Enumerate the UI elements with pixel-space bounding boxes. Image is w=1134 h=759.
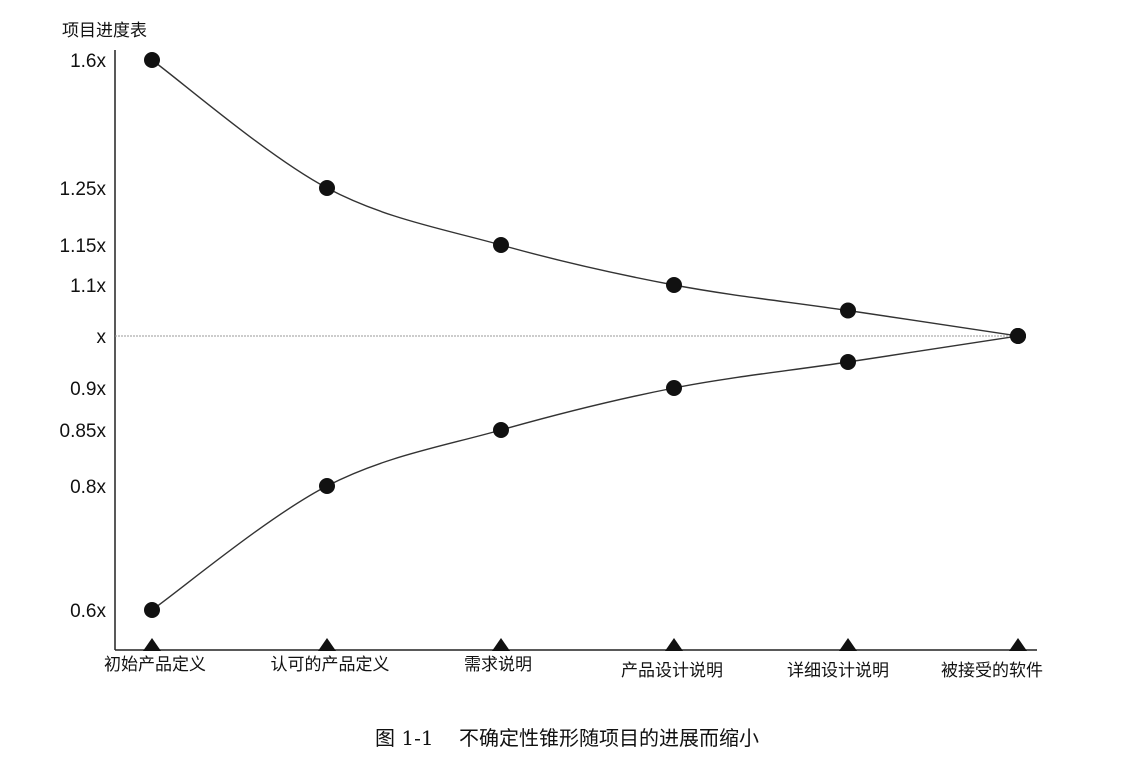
x-category-label: 产品设计说明 [621, 661, 723, 681]
data-point [1010, 328, 1026, 344]
y-tick-label: 0.8x [70, 477, 106, 498]
x-category-label: 初始产品定义 [104, 655, 206, 675]
figure-caption: 图 1-1 不确定性锥形随项目的进展而缩小 [375, 726, 759, 750]
data-point [840, 302, 856, 319]
data-point [319, 180, 335, 196]
x-category-label: 被接受的软件 [941, 661, 1043, 681]
x-category-group: 初始产品定义 认可的产品定义 需求说明 产品设计说明 详细设计说明 被接受的软件 [104, 638, 1043, 681]
milestone-marker [665, 638, 683, 651]
x-category-label: 详细设计说明 [787, 661, 889, 681]
y-tick-label: 1.15x [60, 236, 107, 257]
y-axis-title: 项目进度表 [62, 21, 147, 41]
x-category-label: 需求说明 [464, 655, 532, 675]
y-tick-label: 1.1x [70, 276, 106, 297]
y-tick-labels: 1.6x 1.25x 1.15x 1.1x x 0.9x 0.85x 0.8x 0.6x [60, 51, 107, 622]
milestone-marker [1009, 638, 1027, 651]
data-point [493, 422, 509, 438]
lower-curve [151, 335, 1019, 611]
data-point [144, 602, 160, 618]
y-tick-label: 1.25x [60, 179, 107, 200]
data-point [319, 478, 335, 494]
data-point [144, 52, 160, 68]
data-point [666, 380, 682, 396]
data-point [840, 354, 856, 370]
milestone-marker [492, 638, 510, 651]
y-tick-label: 0.85x [60, 421, 107, 442]
series-group [144, 52, 1026, 618]
y-tick-label: x [97, 327, 107, 348]
data-point [666, 277, 682, 293]
upper-curve [151, 59, 1019, 337]
milestone-marker [143, 638, 161, 651]
y-tick-label: 0.9x [70, 379, 106, 400]
cone-of-uncertainty-chart: 项目进度表 1.6x 1.25x 1.15x 1.1x x 0.9x 0.85x 0.8x 0.… [60, 21, 1043, 681]
y-tick-label: 1.6x [70, 51, 106, 72]
milestone-marker [839, 638, 857, 651]
milestone-marker [318, 638, 336, 651]
x-category-label: 认可的产品定义 [271, 655, 390, 675]
y-tick-label: 0.6x [70, 601, 106, 622]
data-point [493, 237, 509, 253]
